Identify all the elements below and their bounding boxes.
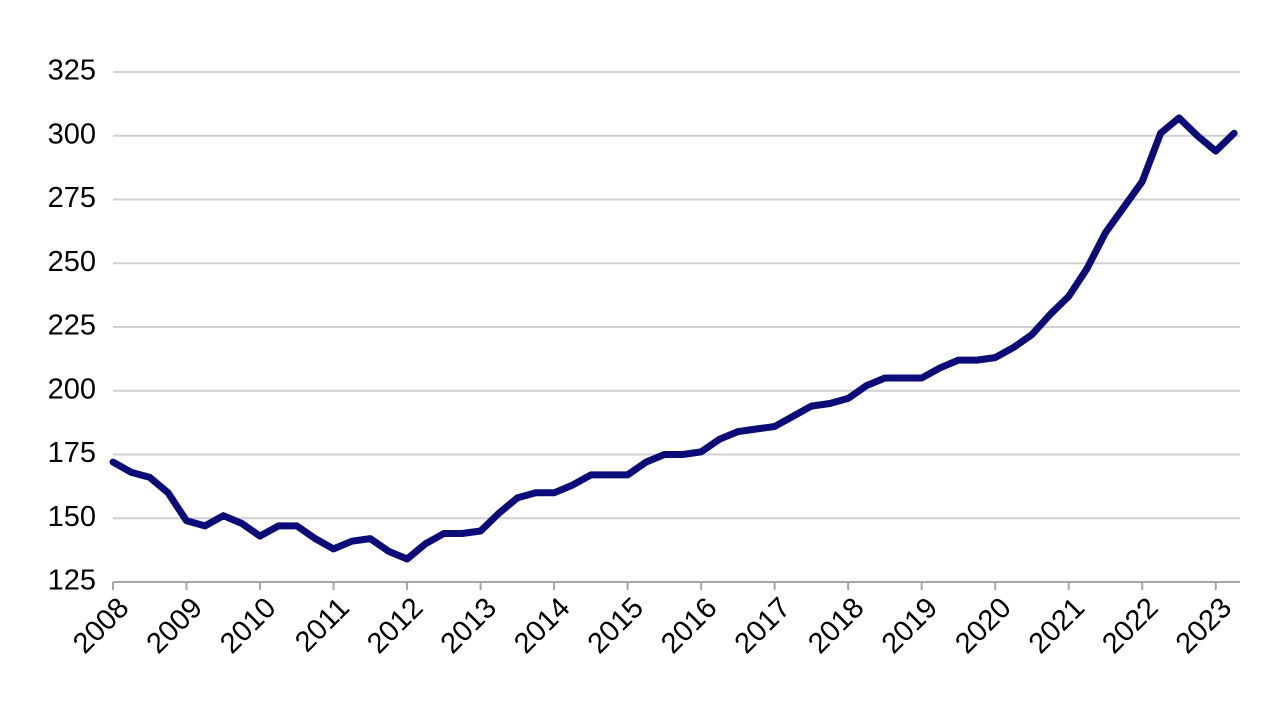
x-tick-label: 2017 <box>729 592 797 660</box>
y-tick-label: 225 <box>48 310 96 342</box>
y-tick-label: 175 <box>48 437 96 469</box>
x-tick-label: 2022 <box>1096 592 1164 660</box>
y-tick-label: 325 <box>48 55 96 87</box>
y-tick-label: 200 <box>48 373 96 405</box>
y-tick-label: 275 <box>48 182 96 214</box>
x-tick-label: 2009 <box>141 592 209 660</box>
x-tick-label: 2013 <box>435 592 503 660</box>
x-tick-label: 2018 <box>802 592 870 660</box>
y-tick-label: 250 <box>48 246 96 278</box>
x-tick-label: 2012 <box>361 592 429 660</box>
x-tick-label: 2021 <box>1023 592 1091 660</box>
y-tick-label: 125 <box>48 565 96 597</box>
x-tick-label: 2019 <box>876 592 944 660</box>
data-line <box>109 114 1238 563</box>
x-tick-label: 2016 <box>655 592 723 660</box>
x-tick-label: 2015 <box>582 592 650 660</box>
y-tick-label: 300 <box>48 118 96 150</box>
x-tick-label: 2010 <box>214 592 282 660</box>
x-tick-label: 2014 <box>508 592 576 660</box>
y-tick-label: 150 <box>48 501 96 533</box>
x-tick-label: 2023 <box>1170 592 1238 660</box>
x-tick-label: 2008 <box>67 592 135 660</box>
x-tick-label: 2020 <box>949 592 1017 660</box>
x-tick-label: 2011 <box>289 592 356 659</box>
